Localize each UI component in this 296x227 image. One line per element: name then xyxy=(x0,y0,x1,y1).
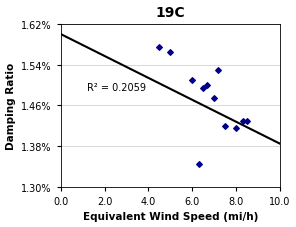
Point xyxy=(168,51,173,54)
Point xyxy=(212,96,216,100)
Point xyxy=(157,46,162,49)
Y-axis label: Damping Ratio: Damping Ratio xyxy=(6,62,16,149)
Point xyxy=(240,119,245,123)
Point xyxy=(244,119,249,123)
Point xyxy=(205,84,210,87)
Point xyxy=(201,86,205,90)
Text: R² = 0.2059: R² = 0.2059 xyxy=(87,83,146,93)
Point xyxy=(190,79,194,82)
Point xyxy=(223,124,227,128)
X-axis label: Equivalent Wind Speed (mi/h): Equivalent Wind Speed (mi/h) xyxy=(83,212,258,222)
Point xyxy=(196,162,201,166)
Point xyxy=(234,127,238,131)
Title: 19C: 19C xyxy=(155,5,185,20)
Point xyxy=(216,69,221,72)
